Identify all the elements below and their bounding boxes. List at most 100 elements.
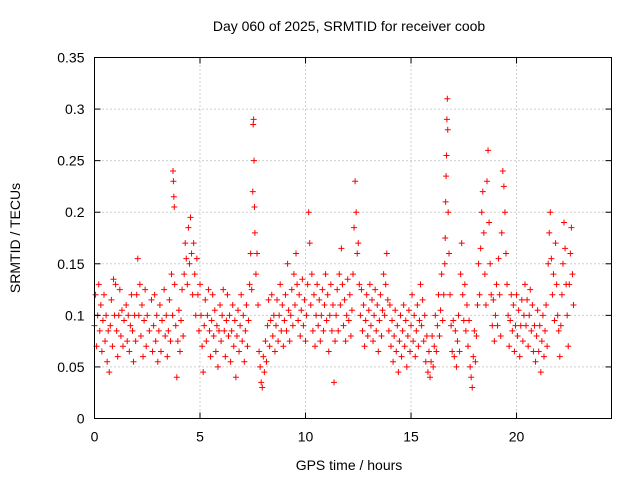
data-point [116, 286, 123, 293]
data-point [357, 312, 364, 319]
data-point [119, 343, 126, 350]
data-point [489, 322, 496, 329]
y-axis-label: SRMTID / TECUs [7, 183, 23, 293]
data-point [333, 312, 340, 319]
data-point [221, 327, 228, 334]
data-point [192, 312, 199, 319]
data-point [206, 327, 213, 334]
data-point [153, 312, 160, 319]
data-point [481, 271, 488, 278]
data-point [529, 302, 536, 309]
data-point [427, 374, 434, 381]
data-point [211, 307, 218, 314]
data-point [232, 374, 239, 381]
data-point [308, 271, 315, 278]
data-point [508, 291, 515, 298]
data-point [321, 302, 328, 309]
data-point [448, 322, 455, 329]
data-point [128, 291, 135, 298]
data-point [337, 302, 344, 309]
data-point [391, 332, 398, 339]
data-point [460, 317, 467, 324]
data-point [208, 317, 215, 324]
data-point [510, 302, 517, 309]
data-point [513, 291, 520, 298]
data-point [559, 260, 566, 267]
data-point [446, 250, 453, 257]
data-point [534, 307, 541, 314]
data-point [243, 302, 250, 309]
data-point [279, 302, 286, 309]
data-point [103, 312, 110, 319]
data-point [268, 291, 275, 298]
y-tick-label: 0.15 [57, 256, 84, 272]
data-point [297, 332, 304, 339]
data-point [130, 358, 137, 365]
data-point [194, 291, 201, 298]
data-point [565, 343, 572, 350]
data-point [442, 235, 449, 241]
data-point [228, 327, 235, 334]
data-point [182, 240, 189, 247]
data-point [227, 358, 234, 365]
data-point [502, 250, 509, 257]
data-point [287, 312, 294, 319]
data-point [356, 281, 363, 288]
y-tick-label: 0.35 [57, 50, 84, 66]
data-point [445, 209, 452, 216]
data-point [252, 271, 259, 278]
data-point [291, 302, 298, 309]
data-point [217, 302, 224, 309]
data-point [406, 348, 413, 355]
data-point [170, 167, 176, 174]
data-point [315, 322, 322, 329]
data-point [518, 296, 525, 303]
data-point [372, 286, 379, 293]
data-point [175, 307, 182, 314]
data-point [482, 302, 489, 309]
data-point [411, 312, 418, 319]
data-point [512, 322, 519, 329]
data-point [382, 281, 389, 288]
data-point [348, 307, 355, 314]
data-point [434, 322, 441, 329]
chart-title: Day 060 of 2025, SRMTID for receiver coo… [213, 18, 486, 34]
data-point [183, 255, 190, 262]
data-point [202, 296, 209, 303]
data-point [422, 358, 429, 365]
data-point [302, 338, 309, 345]
data-point [249, 188, 256, 195]
data-point [538, 338, 545, 345]
data-point [250, 121, 257, 128]
data-point [127, 322, 134, 329]
data-point [379, 307, 386, 314]
data-point [198, 312, 205, 319]
data-point [451, 353, 458, 360]
data-point [225, 332, 232, 339]
data-point [537, 369, 544, 376]
data-point [418, 322, 425, 329]
data-point [552, 240, 559, 247]
y-tick-label: 0.3 [65, 101, 85, 117]
data-point [241, 358, 248, 365]
data-point [280, 343, 287, 350]
data-point [338, 245, 345, 252]
data-point [142, 286, 149, 293]
data-point [269, 332, 276, 339]
data-point [151, 291, 158, 298]
data-point [312, 343, 319, 350]
data-point [478, 209, 485, 216]
data-point [549, 291, 556, 298]
data-point [263, 358, 270, 365]
data-point [339, 281, 346, 288]
data-point [314, 281, 321, 288]
data-point [253, 250, 260, 257]
data-point [548, 255, 555, 262]
data-point [332, 338, 339, 345]
data-point [360, 302, 367, 309]
data-point [251, 229, 258, 236]
data-point [176, 348, 183, 355]
data-point [165, 327, 172, 334]
data-point [385, 327, 392, 334]
data-point [470, 353, 477, 360]
